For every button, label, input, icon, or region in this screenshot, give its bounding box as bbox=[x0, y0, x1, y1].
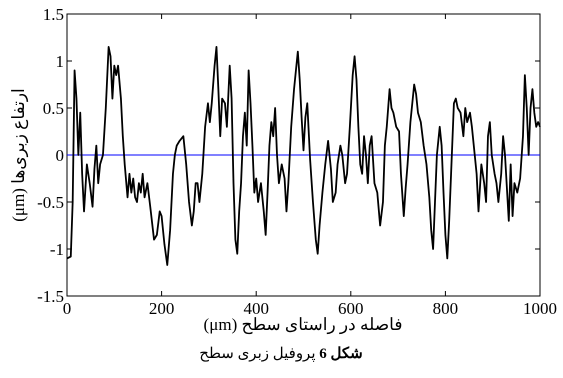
caption-label: شکل 6 bbox=[319, 346, 362, 362]
y-tick-label: 0.5 bbox=[43, 99, 64, 118]
x-tick-label: 600 bbox=[338, 299, 364, 318]
y-tick-label: 1 bbox=[56, 52, 65, 71]
y-tick-label: -1 bbox=[50, 240, 64, 259]
y-tick-label: 0 bbox=[56, 146, 65, 165]
y-tick-label: 1.5 bbox=[43, 5, 64, 24]
x-tick-label: 0 bbox=[63, 299, 72, 318]
caption: شکل 6 پروفیل زبری سطح bbox=[199, 346, 362, 362]
x-tick-label: 200 bbox=[149, 299, 175, 318]
y-tick-label: -1.5 bbox=[37, 287, 64, 306]
x-tick-label: 800 bbox=[433, 299, 459, 318]
caption-text: پروفیل زبری سطح bbox=[199, 346, 315, 362]
x-axis-label: فاصله در راستای سطح (μm) bbox=[204, 315, 403, 335]
y-axis-label: ارتفاع زبری‌ها (μm) bbox=[9, 88, 29, 222]
y-tick-label: -0.5 bbox=[37, 193, 64, 212]
profile-line bbox=[66, 46, 541, 266]
x-tick-label: 1000 bbox=[523, 299, 557, 318]
x-tick-label: 400 bbox=[243, 299, 269, 318]
